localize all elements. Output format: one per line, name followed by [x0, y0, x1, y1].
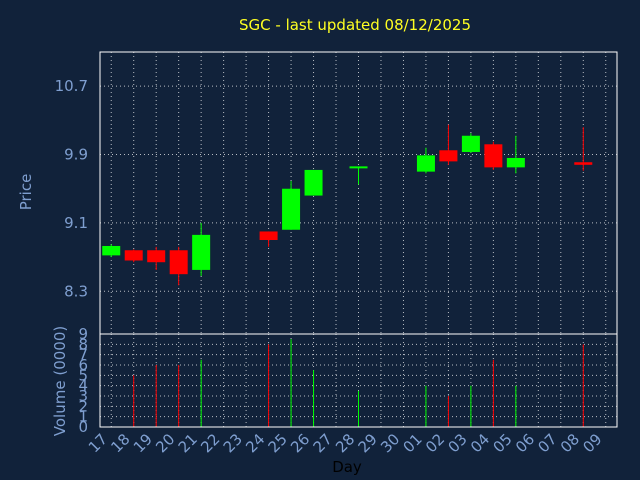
volume-tick-label: 7: [78, 346, 88, 364]
chart-title: SGC - last updated 08/12/2025: [239, 16, 471, 34]
volume-panel-frame: [99, 333, 618, 428]
volume-tick-label: 1: [78, 408, 88, 426]
price-tick-label: 9.1: [64, 214, 88, 232]
candle: [124, 249, 143, 263]
day-ticks: 1718192021222324252627282930010203040506…: [85, 430, 606, 456]
candle-body: [259, 231, 278, 240]
price-axis-label: Price: [17, 174, 35, 211]
candle: [102, 244, 121, 258]
candle-body: [282, 188, 301, 230]
candle-body: [439, 150, 458, 162]
candle: [282, 181, 301, 230]
volume-bars: [133, 339, 584, 427]
volume-axis-label: Volume (0000): [51, 326, 69, 436]
candle-body: [102, 245, 121, 256]
volume-tick-label: 5: [78, 366, 88, 384]
candle-body: [484, 144, 503, 168]
price-grid: [100, 52, 617, 334]
candle: [147, 246, 166, 270]
price-panel-frame: [99, 51, 618, 335]
candle-body: [304, 169, 323, 196]
price-tick-label: 9.9: [64, 146, 88, 164]
candle: [259, 231, 278, 247]
candle: [484, 141, 503, 170]
candle: [192, 222, 211, 276]
candle: [349, 166, 368, 185]
volume-tick-label: 2: [78, 397, 88, 415]
candle: [439, 124, 458, 165]
candle-body: [169, 250, 188, 275]
candle-body: [349, 166, 368, 169]
candle-body: [124, 250, 143, 261]
volume-tick-label: 9: [78, 325, 88, 343]
volume-tick-label: 8: [78, 335, 88, 353]
price-tick-label: 8.3: [64, 282, 88, 300]
day-tick-label: 09: [579, 430, 605, 456]
candle: [169, 246, 188, 286]
volume-tick-label: 3: [78, 387, 88, 405]
candles: [102, 124, 593, 286]
candle-body: [506, 157, 525, 168]
volume-tick-label: 4: [78, 377, 88, 395]
candle-body: [416, 155, 435, 172]
candle-body: [147, 250, 166, 263]
candle: [304, 169, 323, 196]
volume-tick-label: 6: [78, 356, 88, 374]
price-tick-label: 10.7: [55, 77, 88, 95]
price-ticks: 10.7 9.9 9.1 8.3: [55, 77, 88, 300]
volume-tick-label: 0: [78, 418, 88, 436]
candle: [416, 147, 435, 174]
candle: [574, 127, 593, 171]
candle-body: [574, 162, 593, 165]
candle: [506, 135, 525, 174]
x-axis-label: Day: [332, 458, 362, 476]
candle: [461, 133, 480, 153]
candle-body: [192, 234, 211, 270]
candle-body: [461, 135, 480, 152]
